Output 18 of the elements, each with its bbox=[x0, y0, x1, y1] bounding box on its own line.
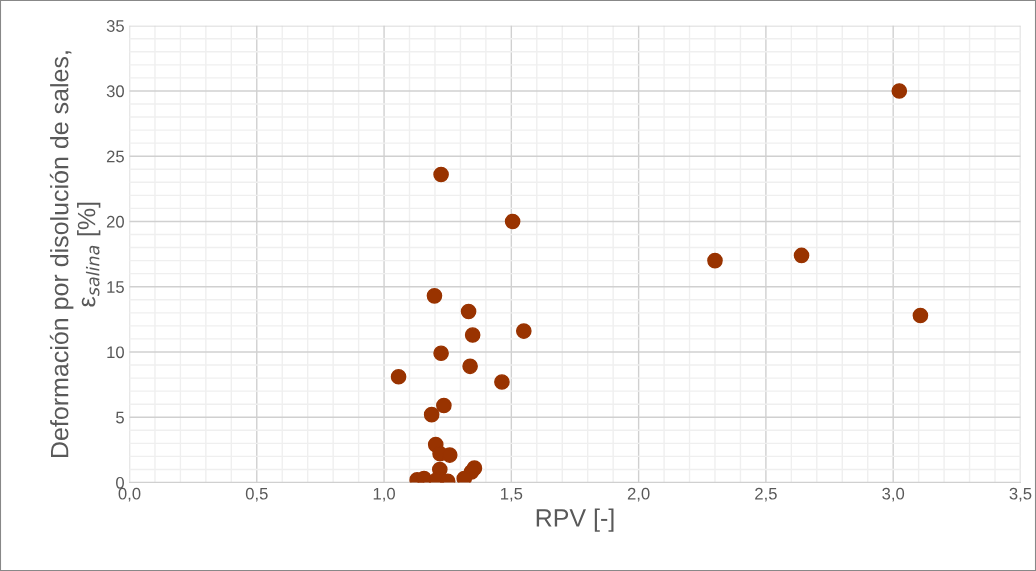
x-axis-title: RPV [-] bbox=[536, 508, 614, 532]
x-tick-label: 3,5 bbox=[1009, 487, 1032, 502]
x-tick-label: 3,0 bbox=[882, 487, 905, 502]
y-tick-label: 10 bbox=[107, 346, 124, 359]
x-tick-label: 0,0 bbox=[118, 487, 141, 502]
y-tick-label: 25 bbox=[106, 150, 124, 163]
x-tick-label: 2,5 bbox=[755, 487, 777, 502]
y-tick-label: 30 bbox=[106, 85, 124, 98]
y-tick-label: 35 bbox=[106, 20, 124, 32]
y-tick-label: 0 bbox=[116, 476, 124, 489]
y-tick-label: 5 bbox=[116, 411, 124, 424]
x-tick-label: 1,0 bbox=[373, 487, 395, 502]
x-tick-label: 1,5 bbox=[501, 487, 523, 502]
x-tick-label: 0,5 bbox=[245, 487, 268, 502]
y-axis-title: Deformación por disolución de sales, ε$_{salina}$ [%] bbox=[49, 51, 101, 457]
y-tick-label: 15 bbox=[107, 281, 124, 293]
x-tick-label: 2,0 bbox=[627, 487, 650, 502]
y-tick-label: 20 bbox=[106, 215, 124, 228]
